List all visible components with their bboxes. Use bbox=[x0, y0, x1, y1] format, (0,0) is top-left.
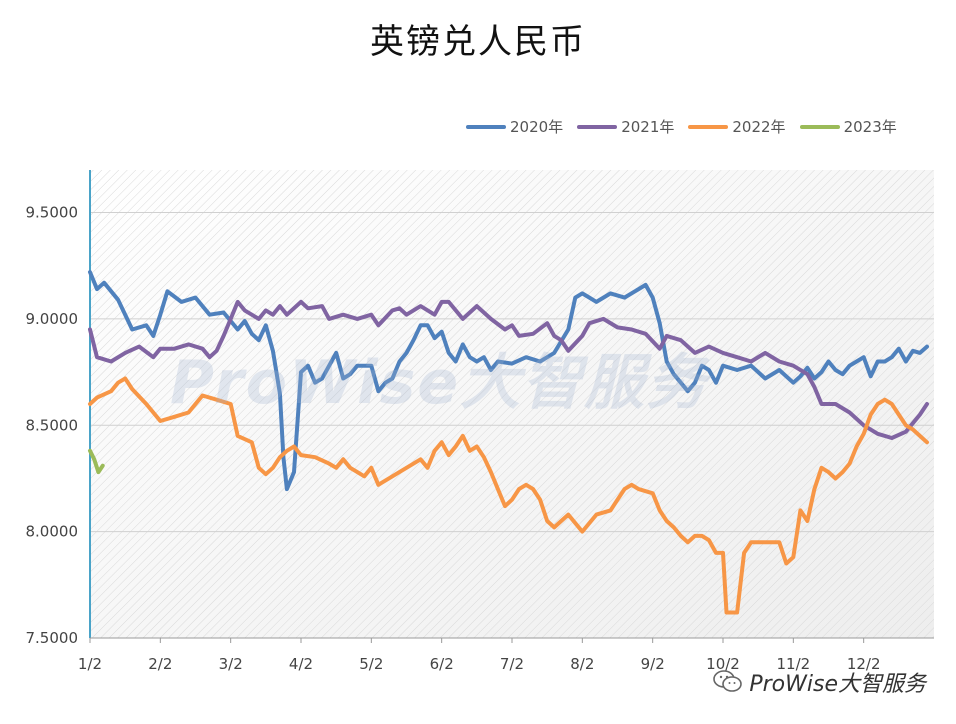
legend-item: 2020年 bbox=[466, 116, 563, 137]
wechat-icon bbox=[713, 670, 743, 692]
series-line-2022年 bbox=[88, 376, 929, 615]
y-tick-label: 9.5000 bbox=[26, 204, 79, 222]
x-tick-label: 2/2 bbox=[148, 655, 172, 673]
y-tick-label: 8.0000 bbox=[26, 523, 79, 541]
x-tick-label: 3/2 bbox=[219, 655, 243, 673]
legend-item: 2023年 bbox=[799, 116, 897, 137]
x-tick-label: 8/2 bbox=[570, 655, 594, 673]
y-tick-label: 8.5000 bbox=[26, 416, 79, 434]
footer-brand-text: ProWise大智服务 bbox=[749, 672, 926, 697]
watermark-logo: ProWise大智服务 bbox=[170, 348, 709, 418]
legend-item: 2021年 bbox=[577, 116, 674, 137]
chart-title: 英镑兑人民币 bbox=[370, 22, 586, 62]
x-tick-label: 12/2 bbox=[847, 655, 881, 673]
legend-swatch bbox=[688, 124, 729, 129]
legend-label: 2022年 bbox=[732, 118, 786, 136]
y-tick-label: 9.0000 bbox=[26, 310, 79, 328]
series-line-2023年 bbox=[88, 448, 105, 475]
series-line-2020年 bbox=[88, 270, 929, 492]
x-tick-label: 5/2 bbox=[359, 655, 383, 673]
chart-legend: 2020年 2021年 2022年 2023年 bbox=[466, 116, 897, 137]
series-line-2021年 bbox=[88, 299, 929, 440]
x-tick-label: 1/2 bbox=[78, 655, 102, 673]
x-tick-label: 11/2 bbox=[776, 655, 810, 673]
legend-swatch bbox=[799, 124, 840, 129]
legend-swatch bbox=[466, 124, 506, 129]
y-tick-label: 7.5000 bbox=[26, 629, 79, 647]
legend-label: 2020年 bbox=[510, 118, 564, 136]
x-tick-label: 4/2 bbox=[289, 655, 313, 673]
legend-label: 2021年 bbox=[621, 118, 675, 136]
legend-item: 2022年 bbox=[688, 116, 786, 137]
legend-swatch bbox=[577, 124, 618, 129]
x-tick-label: 6/2 bbox=[430, 655, 454, 673]
legend-label: 2023年 bbox=[843, 118, 897, 136]
footer-brand: ProWise大智服务 bbox=[713, 666, 926, 698]
x-tick-label: 10/2 bbox=[706, 655, 740, 673]
x-tick-label: 9/2 bbox=[641, 655, 665, 673]
x-tick-label: 7/2 bbox=[500, 655, 524, 673]
